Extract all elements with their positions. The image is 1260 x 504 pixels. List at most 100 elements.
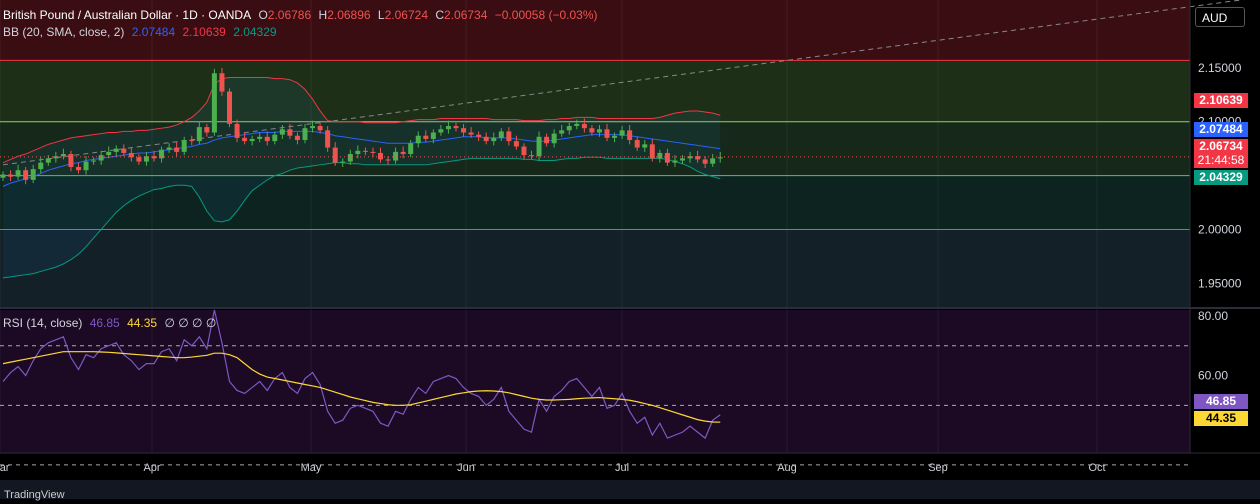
candle-body: [649, 144, 655, 159]
candle-body: [8, 174, 14, 177]
candle-body: [415, 135, 421, 144]
candle: [430, 129, 436, 144]
candle: [159, 146, 165, 163]
candle-body: [227, 91, 232, 124]
candle-body: [423, 135, 429, 139]
candle: [128, 147, 134, 162]
candle: [393, 147, 399, 164]
candle: [695, 150, 701, 163]
candle: [181, 136, 187, 156]
candle: [710, 154, 716, 167]
candle: [242, 132, 248, 145]
candle: [423, 130, 429, 143]
bb-label[interactable]: BB (20, SMA, close, 2): [3, 25, 125, 39]
zone-lower: [0, 175, 1190, 230]
candle-body: [332, 147, 338, 163]
close-value: 2.06734: [444, 8, 488, 22]
candle-body: [544, 136, 550, 144]
candle-body: [98, 155, 104, 161]
rsi-ma-line: [2, 351, 721, 423]
candle-body: [204, 127, 210, 133]
x-tick-label: Mar: [0, 462, 10, 474]
candle-body: [672, 160, 678, 163]
y-tick-label: 1.95000: [1198, 276, 1242, 290]
x-tick-label: May: [301, 462, 322, 474]
rsi-label[interactable]: RSI (14, close): [3, 316, 83, 330]
candle-body: [68, 154, 74, 167]
candle: [385, 156, 391, 165]
candle: [227, 88, 232, 128]
candle-body: [506, 131, 512, 142]
candle: [453, 122, 459, 132]
symbol-title[interactable]: British Pound / Australian Dollar · 1D ·…: [3, 8, 252, 22]
candle: [672, 155, 678, 167]
candle: [204, 123, 210, 137]
candle-body: [272, 134, 278, 142]
candle-body: [627, 130, 633, 141]
candle-body: [619, 130, 625, 136]
high-value: 2.06896: [327, 8, 371, 22]
candle: [415, 131, 421, 148]
candle-body: [362, 150, 368, 152]
high-label: H: [318, 8, 328, 22]
zone-top: [0, 0, 1190, 61]
candle-body: [76, 166, 81, 171]
candle-body: [536, 136, 542, 157]
rsi-background: [0, 310, 1190, 453]
candle: [627, 124, 633, 145]
candle: [559, 124, 565, 137]
candle-body: [717, 157, 723, 159]
candle-body: [521, 146, 527, 156]
candle-body: [551, 133, 557, 144]
candle: [30, 164, 36, 184]
candle: [76, 162, 81, 174]
candle: [287, 123, 293, 139]
candle-body: [128, 152, 134, 158]
candle: [536, 131, 542, 161]
candle-body: [15, 170, 21, 177]
candle: [257, 132, 263, 143]
currency-selector[interactable]: AUD: [1195, 7, 1245, 27]
candle: [634, 136, 640, 151]
candle: [53, 151, 59, 163]
candle-body: [695, 156, 701, 160]
candle: [642, 140, 648, 152]
candle-body: [385, 159, 391, 161]
candle-body: [393, 151, 399, 161]
rsi-line: [2, 309, 721, 440]
bb-upper-line: [2, 77, 721, 164]
candle-body: [400, 151, 406, 155]
bottom-bar: [0, 480, 1260, 499]
candle: [151, 150, 157, 162]
rsi-extra-values: ∅ ∅ ∅ ∅: [164, 316, 217, 330]
candle: [596, 124, 602, 137]
candle: [196, 121, 202, 145]
candle: [378, 147, 383, 163]
tradingview-logo[interactable]: TradingView: [4, 489, 65, 501]
candle-body: [53, 156, 59, 159]
candle: [612, 132, 618, 143]
candle: [68, 150, 74, 172]
open-label: O: [258, 8, 268, 22]
candle: [340, 158, 346, 167]
low-label: L: [377, 8, 385, 22]
candle: [91, 157, 97, 165]
candle-body: [219, 73, 225, 92]
candle-body: [680, 158, 685, 161]
rsi-tag: 46.85: [1194, 394, 1248, 409]
candle: [408, 140, 414, 158]
candle-body: [242, 137, 248, 142]
candle: [174, 142, 180, 157]
candle: [445, 120, 451, 134]
candle-body: [325, 130, 331, 148]
candle-body: [513, 141, 519, 147]
candle-body: [483, 136, 489, 142]
candle-body: [211, 73, 217, 133]
candle: [362, 147, 368, 156]
candle-body: [710, 158, 716, 164]
price-tag-upper: 2.10639: [1194, 93, 1248, 108]
zone-upper: [0, 60, 1190, 122]
candle-body: [159, 149, 165, 159]
candle: [491, 132, 497, 146]
